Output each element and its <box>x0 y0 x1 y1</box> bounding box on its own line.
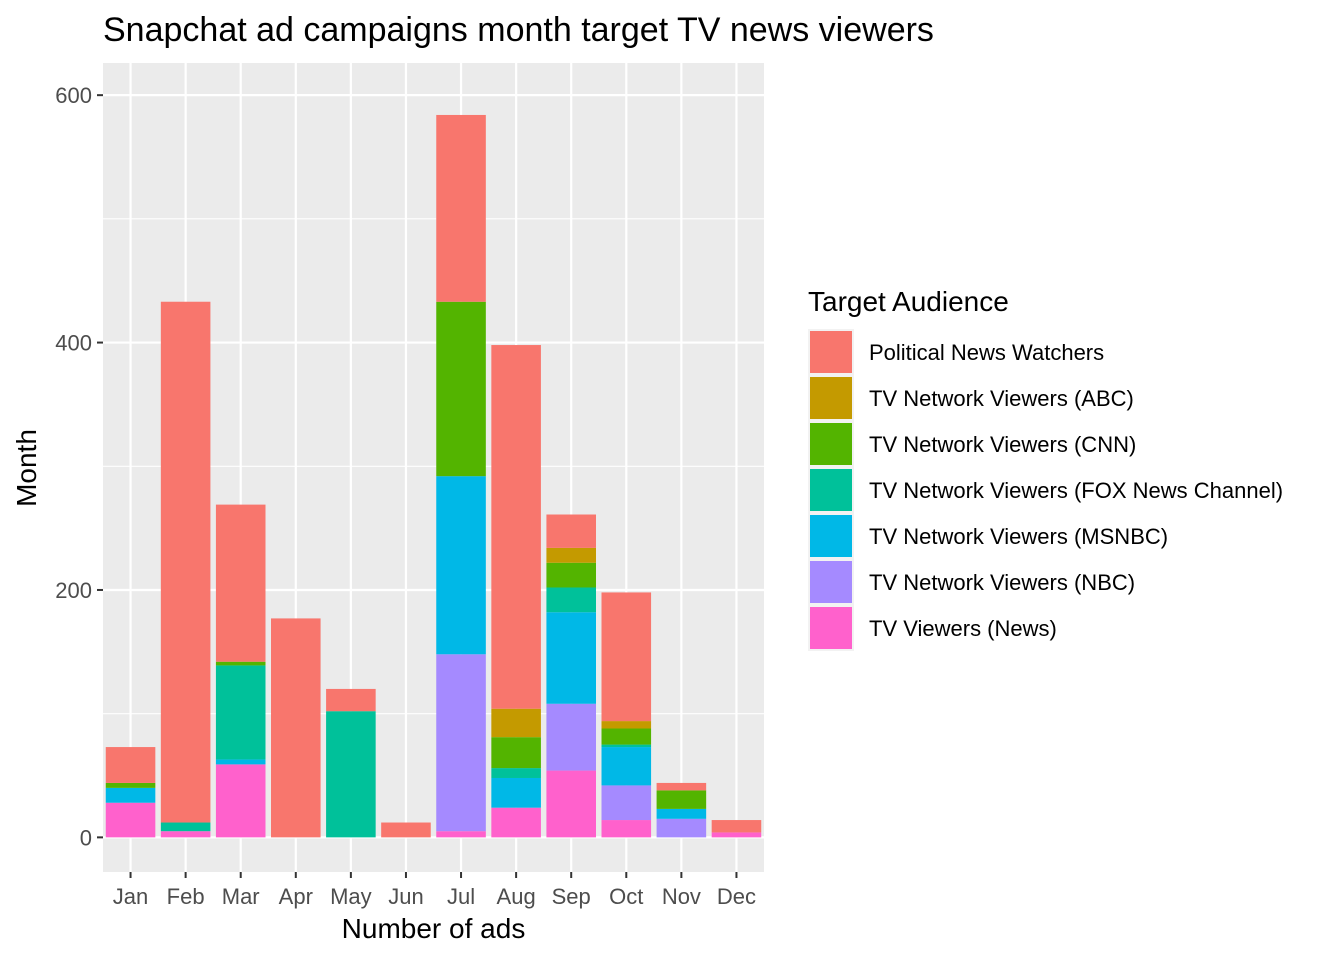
bar-segment <box>436 114 486 302</box>
legend: Target Audience Political News Watchers T… <box>808 286 1283 651</box>
x-tick-label: Jul <box>447 884 475 909</box>
legend-swatch <box>810 515 852 557</box>
x-tick-label: Aug <box>497 884 536 909</box>
x-tick-label: Jan <box>113 884 148 909</box>
bar-segment <box>656 808 707 819</box>
bar-segment <box>160 822 211 832</box>
bar-segment <box>105 787 156 803</box>
y-tick-label: 600 <box>55 83 92 108</box>
bar-segment <box>491 777 541 808</box>
bar-segment <box>491 345 541 709</box>
bar-segment <box>711 820 762 833</box>
bar-segment <box>326 711 376 838</box>
legend-title: Target Audience <box>808 286 1009 317</box>
bar-segment <box>656 818 707 838</box>
x-tick-label: Jun <box>388 884 423 909</box>
bar-segment <box>711 832 762 838</box>
bar-segment <box>546 562 596 588</box>
bar-segment <box>601 728 652 745</box>
legend-swatch <box>810 377 852 419</box>
bar-segment <box>546 514 596 548</box>
bar-segment <box>601 785 652 821</box>
legend-swatch <box>810 423 852 465</box>
x-tick-label: Oct <box>609 884 643 909</box>
x-tick-label: Feb <box>167 884 205 909</box>
bar-segment <box>105 802 156 838</box>
legend-swatch <box>810 469 852 511</box>
chart-title: Snapchat ad campaigns month target TV ne… <box>103 11 934 49</box>
bar-segment <box>601 744 652 748</box>
bar-segment <box>436 831 486 838</box>
grid-minor <box>103 218 764 715</box>
bar-segment <box>546 703 596 771</box>
legend-label: TV Network Viewers (ABC) <box>869 386 1134 411</box>
bar-segment <box>601 592 652 722</box>
plot-panel <box>103 63 764 872</box>
bar-segment <box>546 547 596 563</box>
bar-segment <box>656 790 707 809</box>
bar-segment <box>160 831 211 838</box>
legend-label: Political News Watchers <box>869 340 1104 365</box>
legend-items: Political News Watchers TV Network Viewer… <box>808 329 1283 651</box>
x-axis-title: Number of ads <box>342 913 526 944</box>
bar-segment <box>326 688 376 712</box>
legend-label: TV Viewers (News) <box>869 616 1057 641</box>
bar-segment <box>215 764 266 838</box>
x-tick-label: Mar <box>222 884 260 909</box>
legend-label: TV Network Viewers (CNN) <box>869 432 1136 457</box>
bar-segment <box>546 612 596 704</box>
bar-segment <box>656 782 707 791</box>
bar-segment <box>381 822 431 838</box>
y-tick-label: 0 <box>80 825 92 850</box>
bar-segment <box>271 618 321 838</box>
legend-label: TV Network Viewers (MSNBC) <box>869 524 1168 549</box>
legend-swatch <box>810 331 852 373</box>
y-axis-title: Month <box>11 429 42 507</box>
bar-segment <box>215 759 266 765</box>
y-tick-label: 400 <box>55 331 92 356</box>
x-tick-label: May <box>330 884 372 909</box>
bar-segment <box>601 747 652 786</box>
bar-segment <box>436 654 486 832</box>
legend-swatch <box>810 607 852 649</box>
x-tick-label: Dec <box>717 884 756 909</box>
bars <box>105 114 762 838</box>
bar-segment <box>215 504 266 662</box>
y-axis: 0 200 400 600 <box>55 83 103 850</box>
bar-segment <box>546 770 596 838</box>
bar-segment <box>491 737 541 769</box>
bar-segment <box>601 820 652 838</box>
bar-segment <box>215 665 266 760</box>
bar-segment <box>105 747 156 783</box>
bar-segment <box>491 807 541 838</box>
x-tick-label: Sep <box>552 884 591 909</box>
x-tick-label: Nov <box>662 884 701 909</box>
bar-segment <box>436 476 486 655</box>
x-axis: Jan Feb Mar Apr May Jun Jul Aug Sep Oct Nov Dec <box>113 872 756 909</box>
legend-swatch <box>810 561 852 603</box>
bar-segment <box>160 301 211 823</box>
bar-segment <box>491 708 541 738</box>
bar-segment <box>491 768 541 778</box>
legend-label: TV Network Viewers (FOX News Channel) <box>869 478 1283 503</box>
bar-segment <box>105 782 156 788</box>
bar-segment <box>215 661 266 666</box>
bar-segment <box>436 301 486 477</box>
bar-segment <box>546 587 596 613</box>
bar-segment <box>601 721 652 729</box>
x-tick-label: Apr <box>279 884 313 909</box>
legend-label: TV Network Viewers (NBC) <box>869 570 1135 595</box>
y-tick-label: 200 <box>55 578 92 603</box>
